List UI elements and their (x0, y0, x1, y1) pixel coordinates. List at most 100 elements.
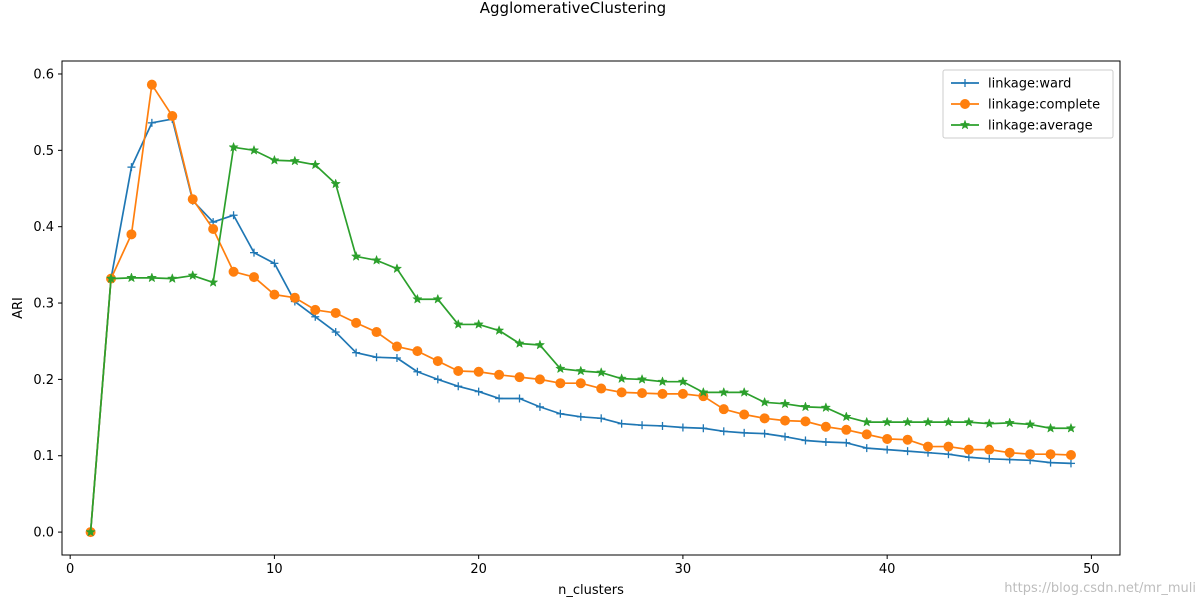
data-point (616, 373, 627, 384)
data-point (452, 318, 464, 329)
data-point (331, 328, 340, 337)
y-tick-label: 0.0 (33, 526, 54, 541)
legend-entry: linkage:ward (951, 77, 1071, 92)
data-point (249, 248, 258, 257)
x-tick-label: 0 (66, 562, 74, 577)
data-point (984, 418, 995, 429)
data-point (740, 428, 749, 437)
data-point (862, 444, 871, 453)
data-point (881, 416, 893, 427)
data-point (657, 376, 668, 387)
data-point (985, 454, 994, 463)
data-point (883, 445, 892, 454)
data-point (781, 432, 790, 441)
data-point (270, 259, 279, 268)
data-point (494, 369, 505, 380)
data-point (207, 276, 219, 287)
data-point (432, 293, 444, 304)
data-point (167, 110, 178, 121)
data-point (575, 378, 586, 389)
y-tick-label: 0.4 (33, 220, 54, 235)
data-point (514, 337, 525, 348)
data-point (616, 387, 627, 398)
data-point (412, 346, 423, 357)
data-point (1045, 449, 1056, 460)
y-tick-label: 0.3 (33, 297, 54, 312)
data-point (352, 348, 361, 357)
data-point (821, 437, 830, 446)
data-point (433, 375, 442, 384)
series-line (89, 118, 1072, 533)
data-point (984, 444, 995, 455)
data-point (1024, 418, 1036, 429)
data-point (718, 386, 730, 397)
data-point (248, 272, 259, 283)
data-point (146, 272, 158, 283)
data-point (1045, 422, 1056, 433)
data-point (351, 317, 362, 328)
x-tick-label: 40 (879, 562, 896, 577)
data-point (1025, 449, 1036, 460)
data-point (882, 433, 893, 444)
data-point (698, 386, 709, 397)
data-point (800, 416, 811, 427)
data-point (719, 427, 728, 436)
data-point (902, 434, 913, 445)
data-point (474, 387, 483, 396)
data-point (391, 341, 402, 352)
legend-box (942, 69, 1114, 139)
data-point (556, 409, 565, 418)
data-point (963, 444, 974, 455)
data-point (759, 396, 770, 407)
data-point (1046, 458, 1055, 467)
data-point (943, 416, 954, 427)
data-point (187, 194, 198, 205)
x-axis-label: n_clusters (558, 583, 624, 598)
data-point (208, 223, 219, 234)
data-point (636, 373, 648, 384)
data-point (229, 211, 238, 220)
data-point (1066, 459, 1075, 468)
data-point (126, 229, 137, 240)
data-point (248, 144, 260, 155)
data-point (903, 447, 912, 456)
x-tick-label: 10 (266, 562, 283, 577)
data-point (330, 178, 341, 189)
data-point (269, 154, 280, 165)
data-point (453, 365, 464, 376)
data-point (739, 409, 750, 420)
data-point (841, 424, 852, 435)
data-point (861, 429, 872, 440)
data-point (495, 394, 504, 403)
series-layer (85, 79, 1077, 538)
data-point (596, 383, 607, 394)
legend-entry: linkage:complete (951, 98, 1100, 113)
data-point (310, 304, 321, 315)
legend-label: linkage:ward (988, 77, 1071, 92)
data-point (105, 273, 117, 284)
data-point (576, 412, 585, 421)
data-point (310, 159, 321, 170)
data-point (289, 155, 301, 166)
data-point (678, 423, 687, 432)
data-point (473, 318, 484, 329)
data-point (371, 327, 382, 338)
legend-entry: linkage:average (951, 119, 1093, 134)
data-point (595, 367, 607, 377)
series-2 (85, 141, 1077, 537)
data-point (350, 250, 362, 261)
chart-title: AgglomerativeClustering (480, 0, 666, 17)
data-point (392, 354, 401, 363)
series-0 (86, 115, 1075, 537)
data-point (515, 394, 524, 403)
x-tick-label: 50 (1083, 562, 1100, 577)
data-point (617, 419, 626, 428)
data-point (228, 266, 239, 277)
data-point (658, 421, 667, 430)
data-point (187, 270, 198, 281)
data-point (555, 378, 566, 389)
legend-label: linkage:average (988, 119, 1093, 134)
data-point (597, 414, 606, 423)
plot-area: 0 10 20 30 40 50 0.0 0.1 0.2 0.3 0.4 0.5 0.6 (33, 60, 1121, 577)
data-point (126, 272, 137, 283)
